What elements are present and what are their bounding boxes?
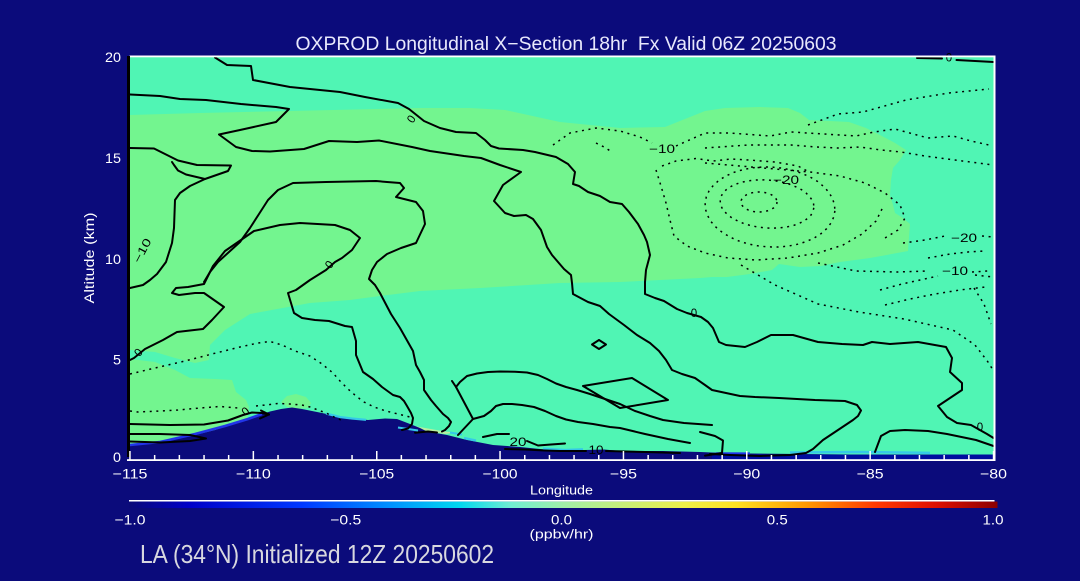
svg-text:(ppbv/hr): (ppbv/hr) [530, 527, 594, 542]
svg-text:0.0: 0.0 [551, 512, 572, 528]
svg-text:0: 0 [977, 422, 983, 434]
svg-text:5: 5 [113, 352, 121, 368]
svg-text:−20: −20 [951, 233, 977, 245]
svg-text:−90: −90 [733, 466, 760, 482]
svg-text:−1.0: −1.0 [115, 512, 146, 528]
svg-text:−95: −95 [610, 466, 637, 482]
svg-text:−105: −105 [359, 466, 394, 482]
svg-text:10: 10 [589, 445, 604, 457]
svg-text:Longitude: Longitude [530, 483, 593, 498]
svg-text:−100: −100 [483, 466, 518, 482]
svg-text:Altitude (km): Altitude (km) [82, 213, 97, 304]
svg-text:−110: −110 [236, 466, 271, 482]
svg-text:10: 10 [105, 251, 121, 267]
svg-text:0: 0 [691, 308, 697, 320]
svg-text:OXPROD Longitudinal X−Section: OXPROD Longitudinal X−Section 18hr Fx Va… [296, 34, 837, 55]
svg-text:0: 0 [946, 53, 952, 65]
svg-text:LA (34°N) Initialized 12Z 2025: LA (34°N) Initialized 12Z 20250602 [140, 539, 494, 569]
svg-text:0.5: 0.5 [767, 512, 788, 528]
svg-text:−85: −85 [857, 466, 884, 482]
svg-text:−10: −10 [649, 144, 675, 156]
svg-text:−80: −80 [980, 466, 1007, 482]
svg-text:15: 15 [105, 150, 121, 166]
svg-text:20: 20 [105, 49, 121, 65]
svg-text:−115: −115 [113, 466, 148, 482]
svg-text:−20: −20 [773, 175, 799, 187]
svg-text:−10: −10 [942, 266, 968, 278]
svg-text:1.0: 1.0 [983, 512, 1004, 528]
svg-text:0: 0 [113, 449, 121, 465]
svg-text:20: 20 [510, 437, 527, 449]
svg-text:−0.5: −0.5 [330, 512, 361, 528]
